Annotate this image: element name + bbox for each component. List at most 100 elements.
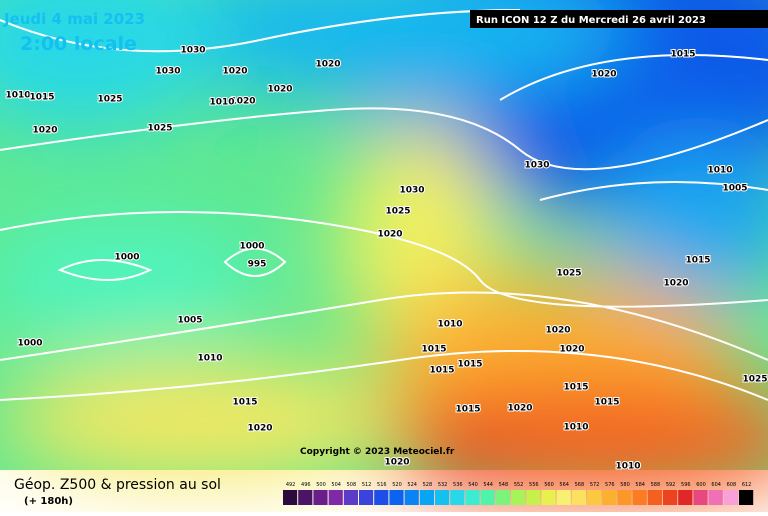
- legend-swatch: [739, 490, 754, 505]
- pressure-label: 1020: [663, 279, 688, 289]
- pressure-label: 1000: [239, 242, 264, 252]
- pressure-label: 1015: [670, 50, 695, 60]
- legend-label: 560: [544, 482, 554, 488]
- legend-label: 580: [620, 482, 630, 488]
- legend-swatch: [556, 490, 571, 505]
- legend-swatch: [495, 490, 510, 505]
- pressure-label: 1020: [267, 85, 292, 95]
- pressure-label: 1010: [437, 320, 462, 330]
- legend-label: 584: [635, 482, 645, 488]
- pressure-label: 1015: [685, 256, 710, 266]
- pressure-label: 1020: [384, 458, 409, 468]
- pressure-label: 1020: [507, 404, 532, 414]
- pressure-label: 1025: [147, 124, 172, 134]
- pressure-label: 1025: [97, 95, 122, 105]
- pressure-label: 1030: [399, 186, 424, 196]
- legend-label: 572: [590, 482, 600, 488]
- pressure-label: 1025: [742, 375, 767, 385]
- pressure-label: 1005: [177, 316, 202, 326]
- legend-swatch: [404, 490, 419, 505]
- legend-label: 568: [575, 482, 585, 488]
- pressure-label: 1000: [114, 253, 139, 263]
- pressure-label: 1020: [545, 326, 570, 336]
- legend-label: 556: [529, 482, 539, 488]
- legend-label: 552: [514, 482, 524, 488]
- legend-swatch: [647, 490, 662, 505]
- legend-swatch: [708, 490, 723, 505]
- footer-title: Géop. Z500 & pression au sol: [14, 477, 221, 493]
- legend-label: 576: [605, 482, 615, 488]
- pressure-label: 1025: [556, 269, 581, 279]
- pressure-label: 1015: [457, 360, 482, 370]
- legend-swatch: [723, 490, 738, 505]
- legend-swatch: [465, 490, 480, 505]
- legend-label: 548: [499, 482, 509, 488]
- legend-swatch: [571, 490, 586, 505]
- pressure-label: 1010: [707, 166, 732, 176]
- pressure-label: 1000: [17, 339, 42, 349]
- pressure-label: 1010: [5, 91, 30, 101]
- legend-swatch: [678, 490, 693, 505]
- legend-label: 520: [392, 482, 402, 488]
- legend-swatch: [511, 490, 526, 505]
- pressure-label: 1015: [455, 405, 480, 415]
- legend-swatch: [389, 490, 404, 505]
- pressure-label: 1010: [615, 462, 640, 472]
- pressure-label: 1030: [524, 161, 549, 171]
- legend-label: 612: [742, 482, 752, 488]
- legend-swatch: [663, 490, 678, 505]
- forecast-lead: (+ 180h): [24, 496, 73, 507]
- legend-label: 532: [438, 482, 448, 488]
- legend-swatch: [298, 490, 313, 505]
- legend-swatch: [526, 490, 541, 505]
- pressure-label: 1020: [230, 97, 255, 107]
- pressure-label: 1015: [429, 366, 454, 376]
- legend: 492 496 500 504 508 512 516 520 524 528 532 536 540 5…: [283, 482, 754, 505]
- legend-label: 544: [483, 482, 493, 488]
- legend-label: 524: [407, 482, 417, 488]
- legend-label: 608: [727, 482, 737, 488]
- pressure-label: 1020: [32, 126, 57, 136]
- pressure-label: 1015: [563, 383, 588, 393]
- pressure-label: 1020: [247, 424, 272, 434]
- pressure-label: 1015: [232, 398, 257, 408]
- legend-label: 500: [316, 482, 326, 488]
- pressure-label: 1020: [559, 345, 584, 355]
- legend-swatch: [480, 490, 495, 505]
- legend-label: 540: [468, 482, 478, 488]
- pressure-label: 1020: [377, 230, 402, 240]
- legend-swatch: [632, 490, 647, 505]
- pressure-label: 1030: [155, 67, 180, 77]
- legend-label: 508: [347, 482, 357, 488]
- legend-swatch: [313, 490, 328, 505]
- legend-label: 592: [666, 482, 676, 488]
- legend-swatch: [374, 490, 389, 505]
- copyright: Copyright © 2023 Meteociel.fr: [300, 447, 455, 457]
- pressure-label: 1025: [385, 207, 410, 217]
- legend-label: 536: [453, 482, 463, 488]
- pressure-label: 1020: [222, 67, 247, 77]
- legend-swatch: [541, 490, 556, 505]
- legend-swatch: [435, 490, 450, 505]
- pressure-label: 1010: [197, 354, 222, 364]
- legend-label: 512: [362, 482, 372, 488]
- pressure-label: 1015: [594, 398, 619, 408]
- legend-swatch: [283, 490, 298, 505]
- legend-label: 496: [301, 482, 311, 488]
- pressure-label: 1015: [29, 93, 54, 103]
- legend-swatch: [343, 490, 358, 505]
- pressure-label: 1030: [180, 46, 205, 56]
- pressure-label: 1020: [591, 70, 616, 80]
- legend-label: 564: [559, 482, 569, 488]
- legend-swatch: [602, 490, 617, 505]
- run-info: Run ICON 12 Z du Mercredi 26 avril 2023: [476, 15, 706, 26]
- legend-swatch: [359, 490, 374, 505]
- pressure-label: 1010: [209, 98, 234, 108]
- legend-swatch: [617, 490, 632, 505]
- legend-swatch: [419, 490, 434, 505]
- legend-swatch: [328, 490, 343, 505]
- legend-swatch: [587, 490, 602, 505]
- pressure-label: 1005: [722, 184, 747, 194]
